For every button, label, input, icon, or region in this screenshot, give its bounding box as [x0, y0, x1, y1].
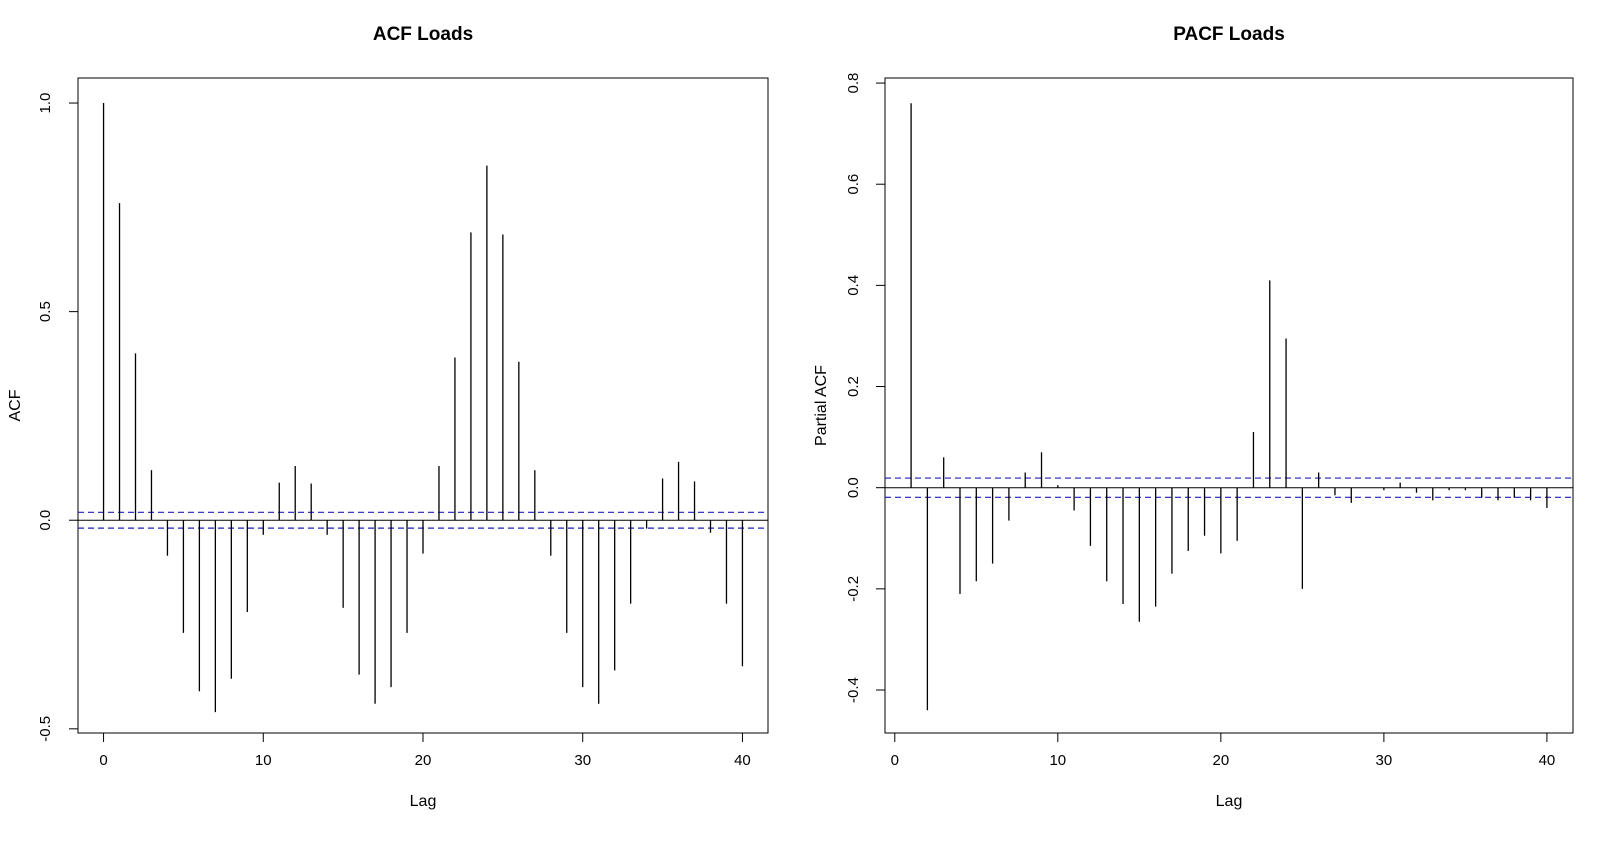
y-tick-label: 0.6	[845, 174, 862, 195]
x-tick-label: 40	[734, 752, 751, 769]
x-axis-label: Lag	[410, 793, 437, 810]
plot-frame	[77, 77, 769, 734]
x-tick-label: 30	[574, 752, 591, 769]
x-tick-label: 30	[1376, 752, 1393, 769]
x-tick-label: 10	[255, 752, 272, 769]
y-tick-label: 0.4	[845, 275, 862, 296]
pacf-panel: PACF Loads Lag Partial ACF 0 10 20 30 40 -0.4 -0.…	[813, 24, 1574, 810]
y-axis-label: Partial ACF	[813, 365, 830, 446]
plot-frame	[884, 77, 1574, 734]
y-tick-label: 0.5	[37, 301, 54, 322]
acf-panel: ACF Loads Lag ACF 0 10 20 30 40 -0.5 0.0 0.5 1.0	[7, 24, 769, 810]
x-tick-label: 10	[1049, 752, 1066, 769]
y-tick-label: -0.2	[845, 576, 862, 602]
y-tick-label: 0.0	[37, 510, 54, 531]
x-axis-label: Lag	[1216, 793, 1243, 810]
x-tick-label: 20	[415, 752, 432, 769]
y-tick-label: 0.2	[845, 376, 862, 397]
y-tick-label: 1.0	[37, 93, 54, 114]
y-tick-label: 0.8	[845, 73, 862, 94]
x-tick-label: 20	[1213, 752, 1230, 769]
x-tick-label: 0	[891, 752, 899, 769]
x-tick-label: 0	[99, 752, 107, 769]
y-tick-label: 0.0	[845, 477, 862, 498]
x-tick-label: 40	[1539, 752, 1556, 769]
chart-title: ACF Loads	[373, 24, 473, 45]
y-tick-label: -0.4	[845, 677, 862, 703]
chart-title: PACF Loads	[1173, 24, 1285, 45]
y-tick-label: -0.5	[37, 716, 54, 742]
y-axis-label: ACF	[7, 389, 24, 421]
